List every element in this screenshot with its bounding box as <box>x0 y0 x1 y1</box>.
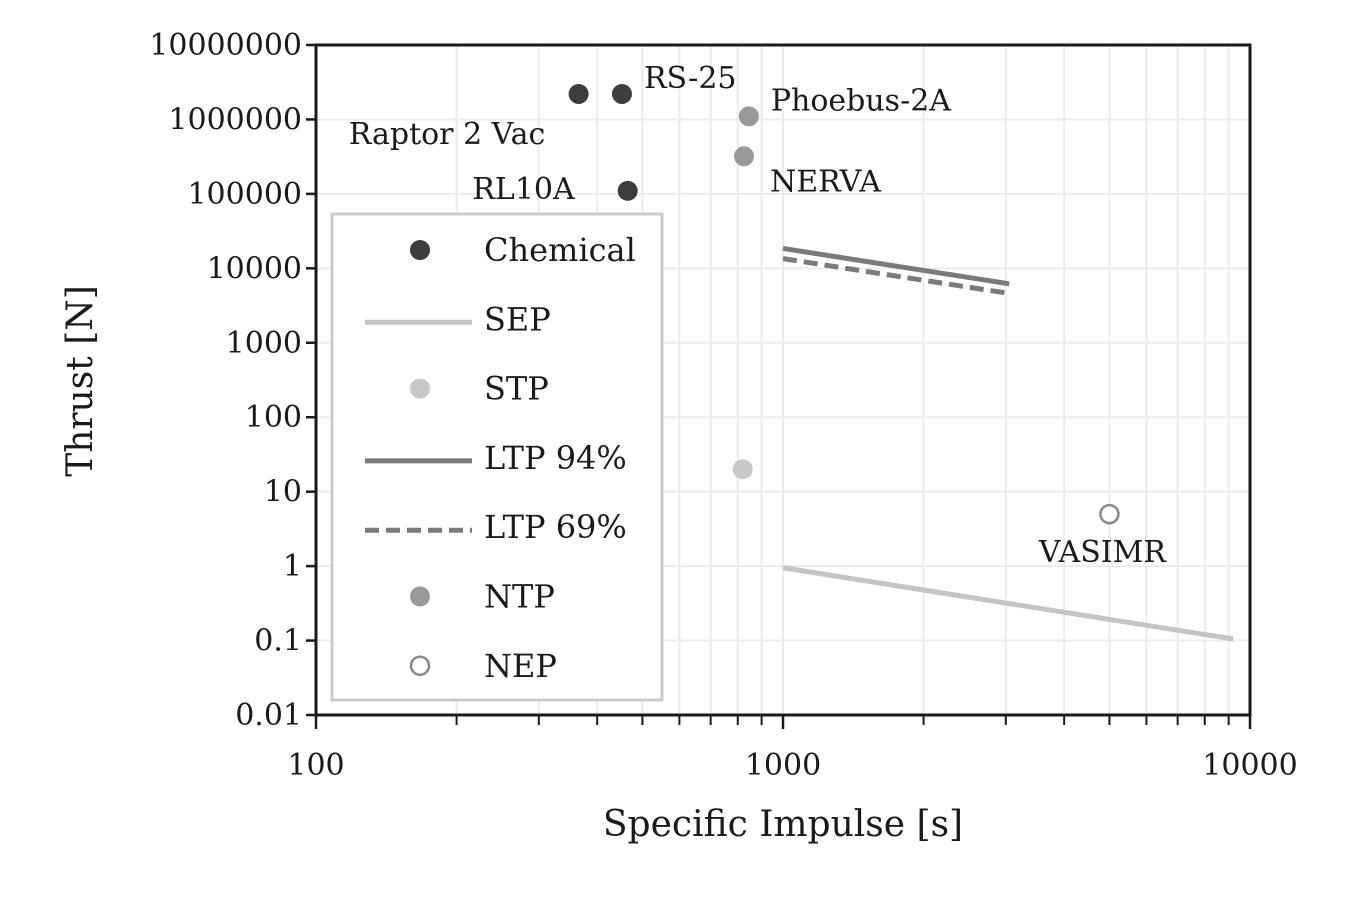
x-tick-label: 1000 <box>745 748 821 783</box>
data-point-nep <box>1099 503 1120 525</box>
data-point-stp <box>732 459 753 480</box>
legend-label: STP <box>484 370 549 408</box>
data-point-chemical <box>568 83 589 104</box>
legend-label: NEP <box>484 647 557 685</box>
axis-ticks: 0.01 0.1 1 10 100 1000 10000 100000 1000000 10000… <box>149 28 1297 783</box>
y-tick-label: 10000000 <box>149 28 302 63</box>
grid <box>316 45 1250 715</box>
y-tick-label: 0.1 <box>254 624 302 659</box>
series-line-ltp-94 <box>782 245 1010 287</box>
y-tick-label: 100000 <box>187 177 302 212</box>
y-tick-label: 0.01 <box>235 698 302 733</box>
legend-box <box>330 212 664 702</box>
x-tick-label: 10000 <box>1202 748 1297 783</box>
y-axis-title: Thrust [N] <box>60 285 101 477</box>
annotation-label: RL10A <box>472 172 575 207</box>
data-point-chemical <box>611 83 632 104</box>
legend-label: SEP <box>484 300 551 338</box>
legend-label: Chemical <box>484 231 636 269</box>
y-tick-label: 1 <box>283 549 302 584</box>
legend-label: LTP 94% <box>484 439 627 477</box>
legend-swatch-marker <box>409 655 431 677</box>
x-axis-title: Specific Impulse [s] <box>603 804 963 845</box>
y-tick-label: 10000 <box>207 251 302 286</box>
point-annotations: RS-25 Raptor 2 Vac RL10A Phoebus-2A NERVA VAS… <box>349 61 1168 570</box>
data-point-ntp <box>738 106 759 127</box>
plot-series <box>568 83 1234 642</box>
legend: Chemical SEP STP LTP 94% LTP 69% NTP NEP <box>330 212 664 702</box>
x-tick-label: 100 <box>287 748 344 783</box>
data-point-ntp <box>733 146 754 167</box>
annotation-label: Phoebus-2A <box>771 83 951 118</box>
annotation-label: RS-25 <box>644 61 737 96</box>
y-tick-label: 1000000 <box>168 102 302 137</box>
y-tick-label: 100 <box>245 400 302 435</box>
data-point-chemical <box>617 180 638 201</box>
legend-label: NTP <box>484 578 555 616</box>
annotation-label: VASIMR <box>1038 535 1167 570</box>
annotation-label: NERVA <box>770 164 881 199</box>
y-tick-label: 10 <box>264 475 302 510</box>
annotation-label: Raptor 2 Vac <box>349 117 546 152</box>
legend-swatch-marker <box>410 378 430 399</box>
series-line-ltp-69 <box>782 256 1010 296</box>
legend-label: LTP 69% <box>484 508 627 546</box>
legend-swatch-marker <box>410 240 430 260</box>
y-tick-label: 1000 <box>226 326 302 361</box>
legend-swatch-marker <box>410 586 430 607</box>
series-line-sep <box>782 565 1234 642</box>
